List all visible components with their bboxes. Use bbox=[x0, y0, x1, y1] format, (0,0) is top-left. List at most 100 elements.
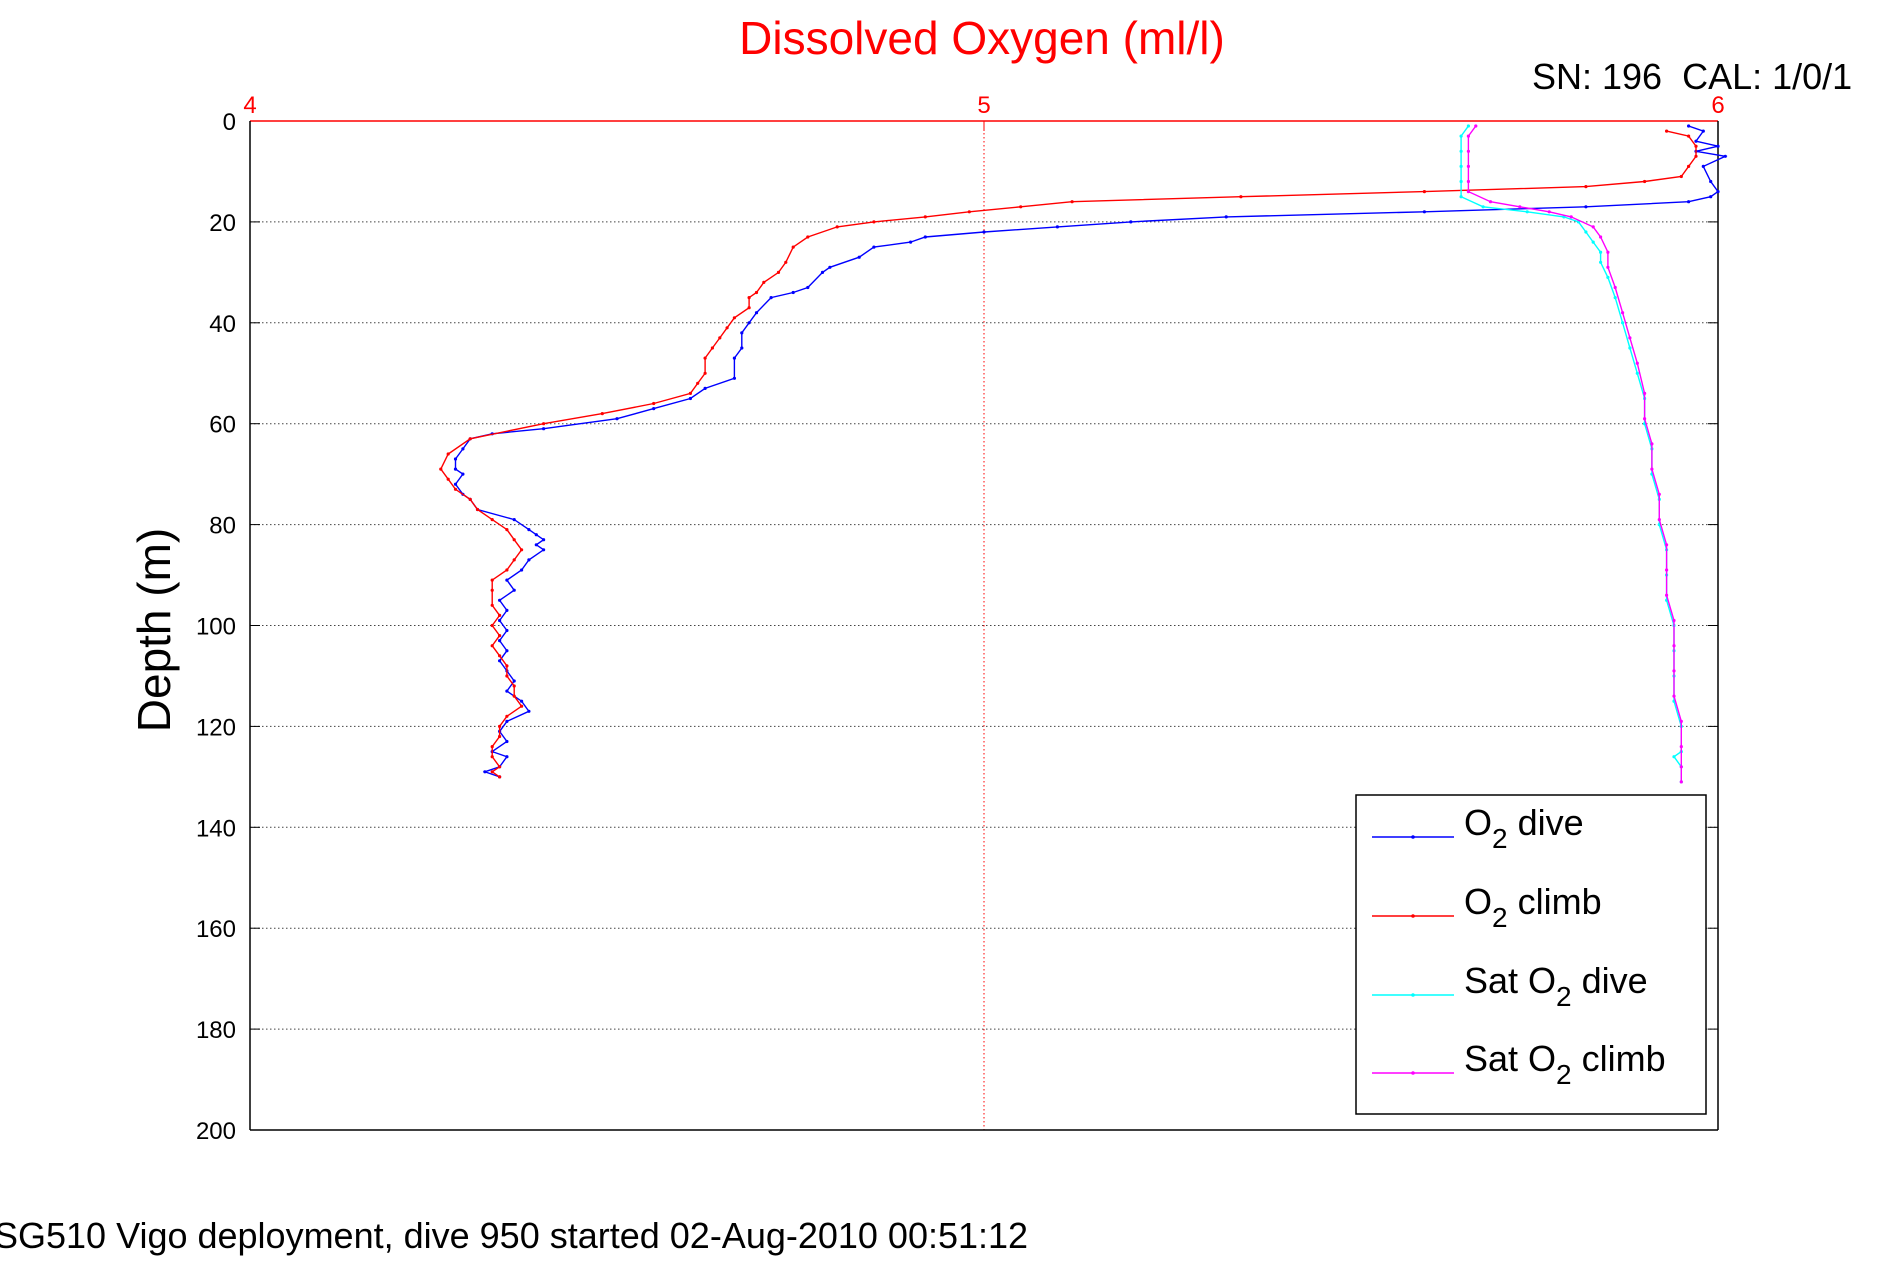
data-point bbox=[747, 321, 751, 325]
data-point bbox=[1665, 543, 1669, 547]
data-point bbox=[754, 290, 759, 295]
data-point bbox=[498, 734, 502, 739]
data-point bbox=[1129, 220, 1133, 224]
data-point bbox=[1694, 139, 1698, 143]
data-point bbox=[747, 306, 751, 310]
data-point bbox=[1672, 618, 1676, 623]
y-tick-label: 40 bbox=[209, 311, 236, 338]
data-point bbox=[1459, 179, 1463, 184]
data-point bbox=[1628, 346, 1632, 350]
data-point bbox=[1723, 154, 1727, 158]
data-point bbox=[468, 497, 472, 501]
data-point bbox=[923, 215, 927, 219]
data-point bbox=[1621, 311, 1625, 315]
data-point bbox=[1709, 195, 1713, 199]
series-o2-climb bbox=[439, 129, 1698, 779]
data-point bbox=[483, 770, 487, 774]
data-point bbox=[505, 719, 509, 724]
data-point bbox=[498, 618, 502, 623]
chart-title: Dissolved Oxygen (ml/l) bbox=[739, 12, 1225, 64]
data-point bbox=[490, 644, 494, 648]
data-point bbox=[1650, 467, 1654, 471]
data-point bbox=[923, 235, 927, 239]
data-point bbox=[512, 588, 516, 592]
data-point bbox=[1599, 250, 1603, 254]
data-point bbox=[542, 548, 546, 552]
data-point bbox=[1665, 593, 1669, 597]
data-point bbox=[1422, 210, 1426, 214]
data-point bbox=[1459, 149, 1463, 153]
data-point bbox=[512, 684, 516, 688]
data-point bbox=[1687, 134, 1691, 138]
data-point bbox=[520, 699, 524, 703]
data-point bbox=[696, 381, 700, 385]
data-point bbox=[1701, 129, 1705, 133]
data-point bbox=[600, 412, 604, 416]
data-point bbox=[615, 417, 619, 421]
data-point bbox=[490, 578, 494, 582]
data-point bbox=[490, 588, 494, 592]
data-point bbox=[475, 507, 480, 512]
data-point bbox=[505, 608, 509, 613]
data-point bbox=[453, 487, 458, 491]
data-point bbox=[1643, 391, 1647, 395]
series-line bbox=[1467, 125, 1683, 782]
data-point bbox=[1481, 205, 1485, 209]
data-point bbox=[776, 270, 781, 274]
data-point bbox=[1224, 215, 1228, 219]
data-point bbox=[1606, 275, 1610, 279]
data-point bbox=[718, 336, 722, 340]
data-point bbox=[498, 639, 502, 643]
data-point bbox=[1599, 235, 1603, 239]
data-point bbox=[1547, 210, 1551, 214]
data-point bbox=[1672, 669, 1676, 673]
data-point bbox=[1613, 296, 1617, 300]
data-point bbox=[468, 437, 472, 441]
data-point bbox=[512, 679, 516, 683]
data-point bbox=[490, 518, 494, 522]
data-point bbox=[1709, 179, 1713, 184]
legend-entry: O2 dive bbox=[1372, 802, 1584, 854]
legend-entry: Sat O2 climb bbox=[1372, 1038, 1666, 1090]
data-point bbox=[512, 538, 516, 542]
data-point bbox=[1466, 134, 1470, 138]
data-point bbox=[652, 407, 656, 411]
data-point bbox=[1687, 164, 1691, 168]
data-point bbox=[1657, 492, 1661, 496]
data-point bbox=[505, 674, 509, 678]
legend-entry: O2 climb bbox=[1372, 881, 1602, 933]
data-point bbox=[1070, 200, 1074, 204]
data-point bbox=[820, 270, 825, 274]
data-point bbox=[754, 311, 759, 315]
data-point bbox=[1518, 205, 1522, 209]
data-point bbox=[1665, 129, 1669, 133]
data-point bbox=[1584, 185, 1588, 189]
data-point bbox=[1459, 164, 1463, 168]
data-point bbox=[446, 477, 450, 481]
data-point bbox=[828, 265, 832, 269]
data-point bbox=[982, 230, 986, 234]
legend-marker bbox=[1411, 914, 1415, 918]
series-sat-o2-climb bbox=[1466, 124, 1683, 784]
data-point bbox=[1591, 225, 1595, 229]
legend-marker bbox=[1411, 1071, 1415, 1075]
data-point bbox=[1613, 285, 1617, 290]
y-tick-label: 80 bbox=[209, 513, 236, 540]
data-point bbox=[498, 654, 502, 658]
data-point bbox=[490, 603, 494, 607]
data-point bbox=[1628, 336, 1632, 340]
legend: O2 dive O2 climb Sat O2 dive Sat O2 climb bbox=[1355, 794, 1707, 1115]
y-tick-label: 0 bbox=[223, 109, 236, 136]
data-point bbox=[1422, 190, 1426, 194]
data-point bbox=[527, 558, 531, 562]
series-layer bbox=[439, 124, 1728, 784]
data-point bbox=[1635, 371, 1639, 375]
data-point bbox=[1584, 230, 1588, 234]
data-point bbox=[1474, 124, 1478, 128]
data-point bbox=[446, 452, 450, 456]
data-point bbox=[1687, 124, 1691, 128]
data-point bbox=[1599, 260, 1603, 264]
series-line bbox=[439, 130, 1697, 778]
data-point bbox=[1606, 265, 1610, 269]
data-point bbox=[1466, 179, 1470, 184]
